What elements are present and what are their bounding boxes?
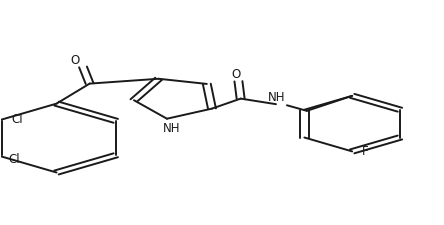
Text: Cl: Cl	[8, 153, 20, 166]
Text: F: F	[362, 145, 369, 158]
Text: O: O	[232, 68, 241, 81]
Text: O: O	[71, 54, 80, 67]
Text: NH: NH	[163, 122, 180, 135]
Text: NH: NH	[268, 90, 285, 104]
Text: Cl: Cl	[12, 113, 23, 126]
